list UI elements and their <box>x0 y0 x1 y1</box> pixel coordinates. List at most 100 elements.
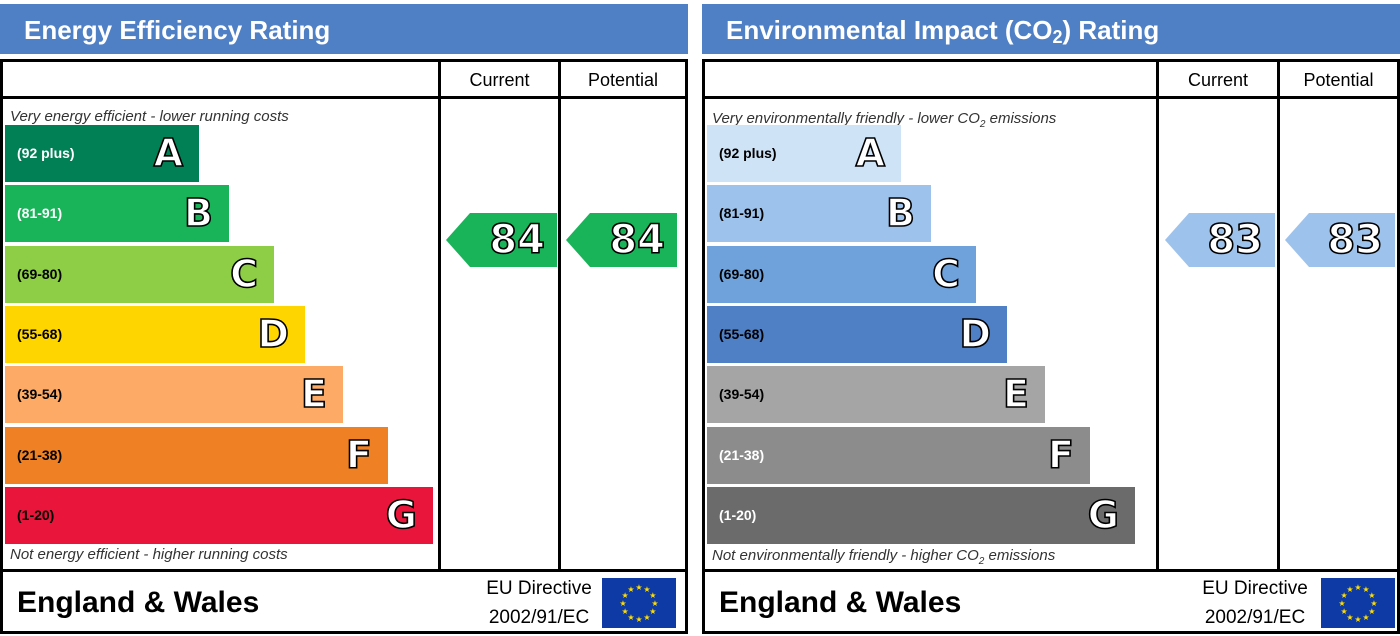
eu-flag-icon: ★ ★ ★ ★ ★ ★ ★ ★ ★ ★ ★ ★ <box>602 578 676 628</box>
eu-directive-line2: 2002/91/EC <box>1204 607 1306 628</box>
band-g: (1-20) G <box>5 486 433 544</box>
band-range-label: (21-38) <box>719 446 765 463</box>
band-letter: C <box>931 251 960 297</box>
band-letter: A <box>153 130 184 176</box>
note-bottom: Not energy efficient - higher running co… <box>10 546 288 563</box>
eu-star: ★ <box>635 583 642 592</box>
band-b: (81-91) B <box>707 185 931 243</box>
potential-rating-arrow: 84 <box>566 213 677 268</box>
band-g: (1-20) G <box>707 486 1135 544</box>
divider <box>1277 62 1280 569</box>
eu-directive-line1: EU Directive <box>1202 578 1308 599</box>
rating-frame: Current Potential Very energy efficient … <box>0 59 688 634</box>
eu-star: ★ <box>1354 583 1361 592</box>
band-range-label: (81-91) <box>719 205 765 222</box>
band-letter: G <box>385 492 418 538</box>
energy-efficiency-panel: Energy Efficiency Rating Current Potenti… <box>0 0 688 636</box>
band-f: (21-38) F <box>5 426 388 484</box>
divider <box>705 569 1397 572</box>
note-top: Very environmentally friendly - lower CO… <box>712 110 1057 130</box>
band-letter: D <box>959 311 992 357</box>
column-header-potential: Potential <box>587 70 659 90</box>
band-letter: B <box>885 190 916 236</box>
footer-region: England & Wales <box>17 586 260 619</box>
note-bottom: Not environmentally friendly - higher CO… <box>712 547 1056 567</box>
eu-star: ★ <box>1368 591 1375 600</box>
divider <box>1156 62 1159 569</box>
note-top: Very energy efficient - lower running co… <box>10 108 289 125</box>
eu-star: ★ <box>1346 613 1353 622</box>
eu-star: ★ <box>1362 585 1369 594</box>
eu-star: ★ <box>1368 607 1375 616</box>
band-range-label: (92 plus) <box>719 145 777 161</box>
divider <box>3 569 685 572</box>
eu-star: ★ <box>643 613 650 622</box>
eu-star: ★ <box>651 599 658 608</box>
column-header-current: Current <box>1187 70 1249 90</box>
band-a: (92 plus) A <box>707 125 901 182</box>
divider <box>558 62 561 569</box>
band-letter: E <box>300 371 328 417</box>
band-range-label: (92 plus) <box>17 145 75 161</box>
eu-star: ★ <box>1341 591 1348 600</box>
eu-directive-text: EU Directive 2002/91/EC <box>1189 574 1321 632</box>
band-range-label: (69-80) <box>719 265 765 282</box>
band-letter: C <box>229 251 258 297</box>
band-letter: D <box>257 311 290 357</box>
eu-star: ★ <box>1354 615 1361 624</box>
band-range-label: (1-20) <box>719 506 757 523</box>
eu-star: ★ <box>627 613 634 622</box>
eu-directive-text: EU Directive 2002/91/EC <box>473 574 605 632</box>
band-e: (39-54) E <box>707 366 1045 424</box>
divider <box>438 62 441 569</box>
eu-star: ★ <box>1346 585 1353 594</box>
potential-rating-arrow: 83 <box>1285 213 1395 268</box>
rating-frame: Current Potential Very environmentally f… <box>702 59 1400 634</box>
band-letter: G <box>1087 492 1120 538</box>
eu-star: ★ <box>1341 607 1348 616</box>
environmental-impact-panel: Environmental Impact (CO2) Rating Curren… <box>702 0 1400 636</box>
panel-title: Environmental Impact (CO2) Rating <box>702 4 1400 54</box>
potential-rating-value: 83 <box>1327 216 1384 264</box>
band-d: (55-68) D <box>707 305 1007 363</box>
eu-star: ★ <box>649 607 656 616</box>
band-letter: B <box>183 190 214 236</box>
eu-star: ★ <box>1338 599 1345 608</box>
band-range-label: (39-54) <box>719 386 765 403</box>
band-range-label: (81-91) <box>17 205 63 222</box>
band-c: (69-80) C <box>707 245 976 303</box>
band-c: (69-80) C <box>5 245 274 303</box>
band-range-label: (55-68) <box>719 325 765 342</box>
eu-directive-line1: EU Directive <box>486 578 592 599</box>
potential-rating-value: 84 <box>609 216 666 264</box>
band-d: (55-68) D <box>5 305 305 363</box>
band-letter: E <box>1002 371 1030 417</box>
column-header-potential: Potential <box>1303 70 1374 90</box>
band-e: (39-54) E <box>5 366 343 424</box>
eu-star: ★ <box>1370 599 1377 608</box>
eu-flag-icon: ★ ★ ★ ★ ★ ★ ★ ★ ★ ★ ★ ★ <box>1321 578 1395 628</box>
eu-star: ★ <box>1362 613 1369 622</box>
divider <box>705 96 1397 99</box>
band-b: (81-91) B <box>5 185 229 243</box>
eu-star: ★ <box>619 599 626 608</box>
band-range-label: (1-20) <box>17 506 55 523</box>
band-letter: F <box>1047 432 1075 478</box>
footer-region: England & Wales <box>719 586 962 619</box>
eu-star: ★ <box>635 615 642 624</box>
eu-directive-line2: 2002/91/EC <box>488 607 590 628</box>
band-range-label: (21-38) <box>17 446 63 463</box>
panel-title: Energy Efficiency Rating <box>0 4 688 54</box>
column-header-current: Current <box>469 70 530 90</box>
band-letter: A <box>855 130 886 176</box>
divider <box>3 96 685 99</box>
band-range-label: (39-54) <box>17 386 63 403</box>
band-letter: F <box>345 432 373 478</box>
eu-star: ★ <box>622 591 629 600</box>
band-range-label: (55-68) <box>17 325 63 342</box>
eu-star: ★ <box>622 607 629 616</box>
current-rating-value: 84 <box>489 216 546 264</box>
band-f: (21-38) F <box>707 426 1090 484</box>
current-rating-arrow: 83 <box>1165 213 1275 268</box>
eu-star: ★ <box>627 585 634 594</box>
